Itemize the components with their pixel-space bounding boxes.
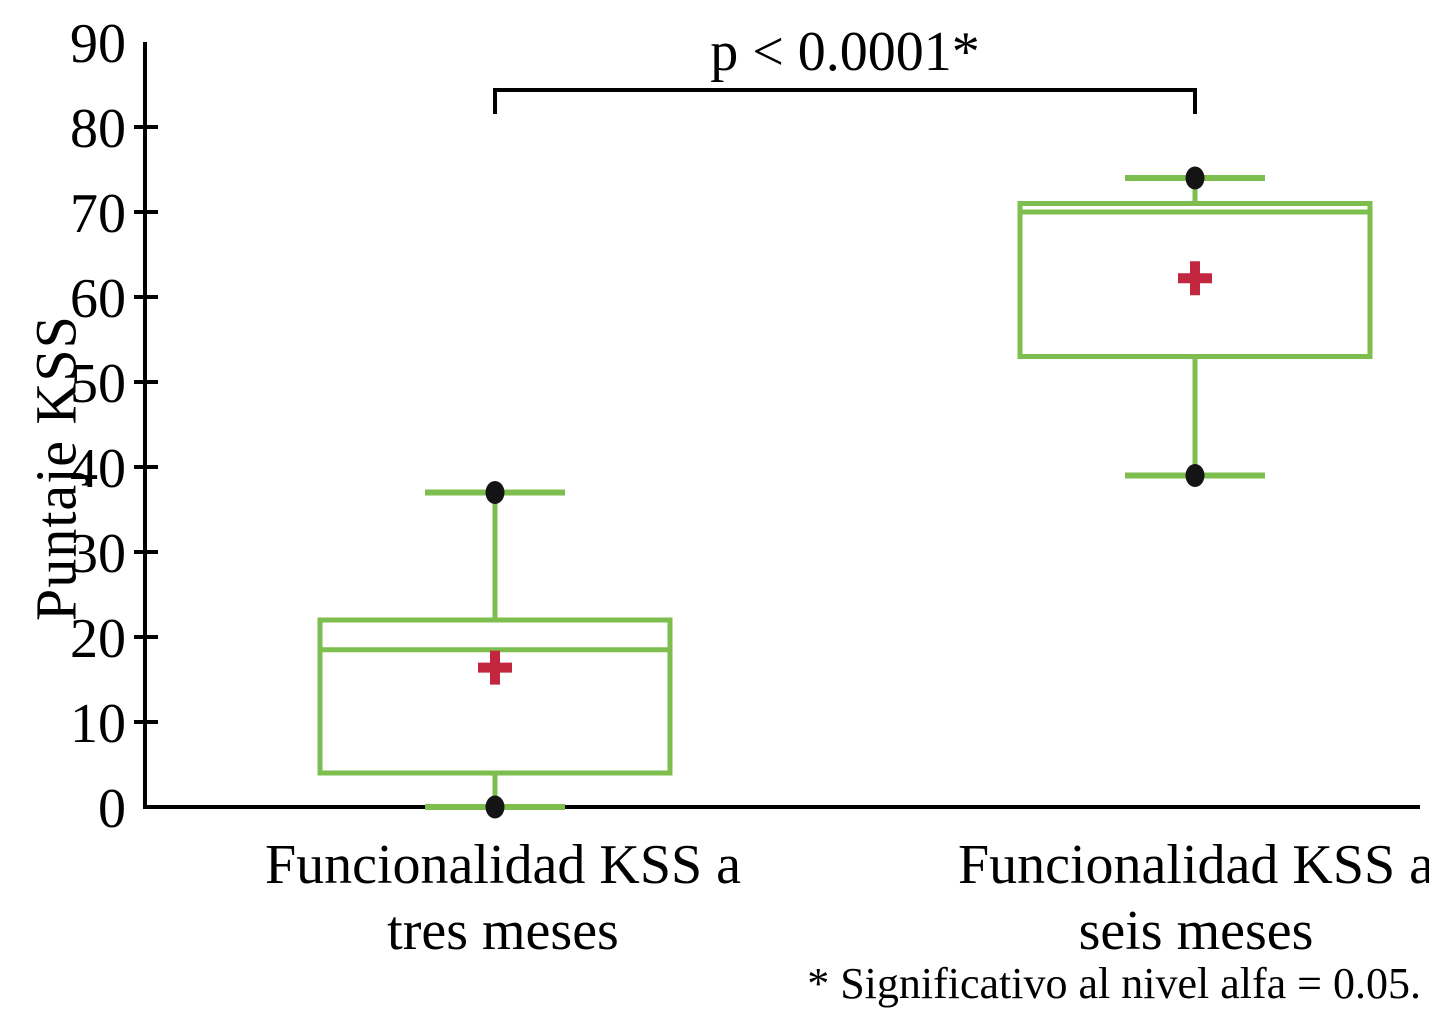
y-tick-label: 0	[98, 778, 126, 840]
x-category-label-line: tres meses	[387, 900, 619, 962]
y-tick-label: 80	[70, 98, 126, 160]
y-tick-label: 60	[70, 268, 126, 330]
y-tick-label: 10	[70, 693, 126, 755]
x-category-label-tres-meses: Funcionalidad KSS a tres meses	[223, 832, 783, 964]
x-category-label-line: seis meses	[1078, 900, 1314, 962]
min-point-dot	[1185, 464, 1205, 487]
max-point-dot	[1185, 166, 1205, 190]
y-tick-label: 20	[70, 608, 126, 670]
y-tick-label: 90	[70, 13, 126, 75]
y-tick-label: 70	[70, 183, 126, 245]
x-category-label-line: Funcionalidad KSS a	[265, 834, 741, 896]
y-axis-title: Puntaje KSS	[23, 315, 89, 621]
y-tick-label: 30	[70, 523, 126, 585]
significance-label: p < 0.0001*	[710, 21, 980, 83]
significance-footnote: * Significativo al nivel alfa = 0.05.	[807, 959, 1421, 1008]
min-point-dot	[485, 795, 505, 819]
max-point-dot	[485, 481, 505, 504]
y-tick-label: 40	[70, 438, 126, 500]
significance-bracket	[493, 88, 1197, 114]
y-tick-label: 50	[70, 353, 126, 415]
x-category-label-line: Funcionalidad KSS a	[958, 834, 1429, 896]
x-category-label-seis-meses: Funcionalidad KSS a seis meses	[916, 832, 1429, 964]
iqr-box	[317, 617, 673, 776]
